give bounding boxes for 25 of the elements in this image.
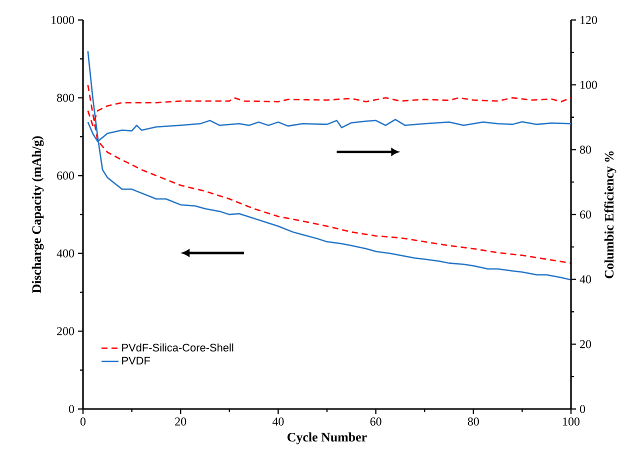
y-tick-label: 800 xyxy=(57,94,74,102)
x-tick-label: 100 xyxy=(563,418,580,426)
y-tick-label: 200 xyxy=(57,327,74,336)
x-tick-label: 80 xyxy=(468,418,479,426)
y-axis-title: Discharge Capacity (mAh/g) xyxy=(32,136,44,294)
y-tick-label: 600 xyxy=(57,172,74,180)
x-tick-label: 40 xyxy=(272,418,284,426)
y2-tick-label: 100 xyxy=(580,80,597,89)
y2-tick-label: 80 xyxy=(580,146,592,154)
x-axis-title: Cycle Number xyxy=(288,432,367,444)
y2-tick-label: 20 xyxy=(580,340,592,348)
y-tick-label: 1000 xyxy=(52,16,74,24)
y-tick-label: 0 xyxy=(68,404,74,414)
x-tick-label: 0 xyxy=(80,418,86,426)
y2-tick-label: 0 xyxy=(580,404,586,414)
y-tick-label: 400 xyxy=(56,249,74,258)
legend-label: PVdF-Silica-Core-Shell xyxy=(122,343,234,352)
legend-label: PVDF xyxy=(122,356,150,364)
y2-tick-label: 60 xyxy=(580,210,592,219)
x-tick-label: 60 xyxy=(370,418,382,426)
y2-tick-label: 120 xyxy=(580,16,597,24)
y2-tick-label: 40 xyxy=(580,275,592,284)
x-tick-label: 20 xyxy=(175,418,186,426)
line-series xyxy=(87,84,572,264)
y2-axis-title: Columbic Efficiency % xyxy=(604,151,616,278)
